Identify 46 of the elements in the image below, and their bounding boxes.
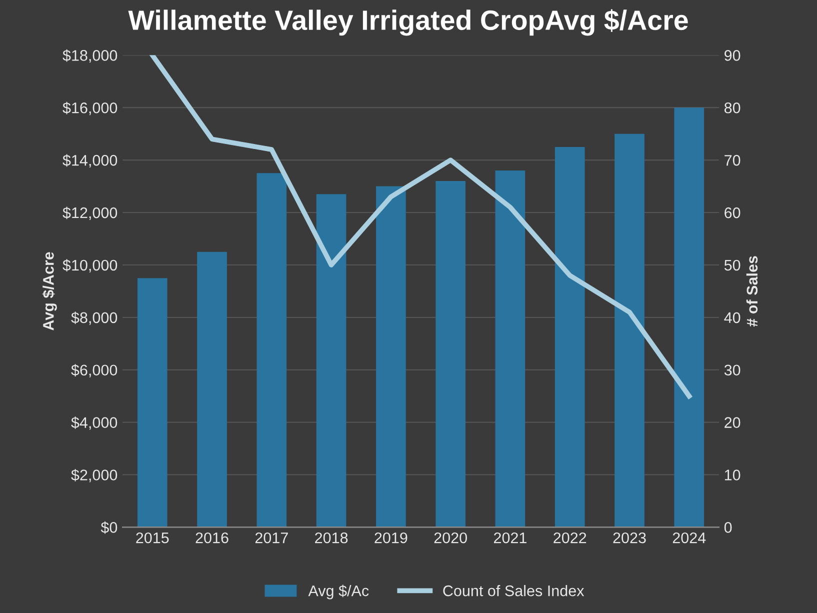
bar xyxy=(495,170,526,528)
bar xyxy=(376,186,406,528)
y-tick-label: $16,000 xyxy=(62,102,118,116)
x-tick-label: 2018 xyxy=(315,532,348,544)
y-tick-label: $8,000 xyxy=(71,312,118,325)
y2-tick-label: 70 xyxy=(724,154,740,166)
y2-tick-label: 50 xyxy=(724,260,740,271)
x-tick-label: 2019 xyxy=(374,532,408,544)
chart-title: Willamette Valley Irrigated CropAvg $/Acre xyxy=(128,9,688,36)
x-tick-label: 2016 xyxy=(196,532,228,544)
line-series xyxy=(150,55,692,398)
legend-label: Count of Sales Index xyxy=(443,585,584,596)
y-tick-label: $14,000 xyxy=(62,154,118,168)
bar xyxy=(554,146,585,528)
bar xyxy=(197,252,227,528)
x-tick-label: 2015 xyxy=(136,532,169,544)
bar xyxy=(436,181,466,528)
x-tick-label: 2020 xyxy=(434,532,467,544)
bar xyxy=(316,194,346,528)
x-tick-label: 2022 xyxy=(554,532,586,544)
y2-tick-label: 10 xyxy=(724,470,740,480)
y2-tick-label: 60 xyxy=(724,207,740,218)
y2-tick-label: 30 xyxy=(724,364,740,376)
x-tick-label: 2023 xyxy=(613,532,646,544)
x-tick-label: 2017 xyxy=(255,532,288,544)
y-tick-label: $12,000 xyxy=(62,206,118,220)
y2-tick-label: 90 xyxy=(724,50,740,61)
bar xyxy=(137,278,168,528)
y2-tick-label: 40 xyxy=(724,312,740,324)
y2-tick-label: 20 xyxy=(724,417,740,428)
bar xyxy=(256,173,287,528)
y-tick-label: $10,000 xyxy=(62,259,118,272)
y-tick-label: $4,000 xyxy=(71,416,118,430)
y-axis-title: Avg $/Acre xyxy=(42,252,57,330)
y2-axis-title: # of Sales xyxy=(746,256,758,327)
y2-tick-label: 0 xyxy=(724,522,732,533)
y-tick-label: $0 xyxy=(100,521,118,534)
bar xyxy=(674,108,704,528)
x-tick-label: 2024 xyxy=(672,532,706,544)
bar xyxy=(614,134,644,528)
y2-tick-label: 80 xyxy=(724,102,740,114)
y-tick-label: $6,000 xyxy=(71,364,118,378)
y-tick-label: $2,000 xyxy=(71,468,118,482)
y-tick-label: $18,000 xyxy=(62,49,118,63)
x-tick-label: 2021 xyxy=(494,532,526,544)
legend-label: Avg $/Ac xyxy=(308,584,369,600)
